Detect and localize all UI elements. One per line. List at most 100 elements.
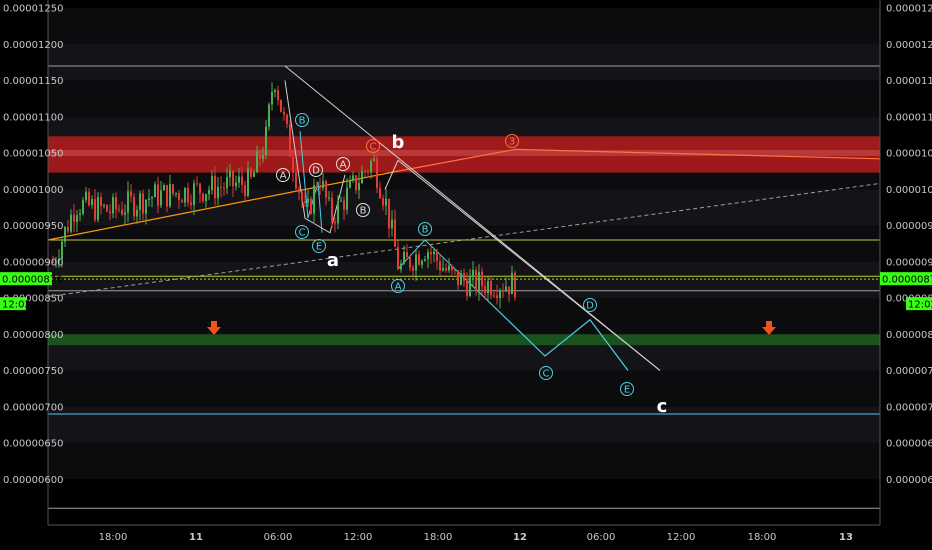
y-tick-right: 0.00000750	[886, 366, 932, 377]
candle-body	[142, 193, 144, 214]
candle-body	[481, 271, 483, 286]
candle-body	[319, 187, 321, 189]
candle-body	[364, 171, 366, 173]
wave-label-b: b	[392, 132, 405, 153]
y-tick-left: 0.00000950	[3, 221, 63, 232]
x-tick: 06:00	[587, 532, 616, 543]
countdown-text-left: 12:02	[2, 300, 31, 311]
candle-body	[64, 226, 66, 242]
candle-body	[52, 261, 54, 263]
candle-body	[175, 193, 177, 195]
wave-label-a2-white: A	[340, 160, 347, 171]
x-tick: 13	[839, 532, 853, 543]
y-tick-left: 0.00001100	[3, 112, 63, 123]
candle-body	[157, 184, 159, 206]
candle-body	[94, 199, 96, 220]
y-tick-right: 0.00000900	[886, 257, 932, 268]
candle-body	[181, 200, 183, 203]
candle-body	[100, 197, 102, 206]
y-tick-right: 0.00000800	[886, 330, 932, 341]
arrow-markers	[207, 321, 776, 335]
candle-body	[382, 198, 384, 206]
candle-body	[274, 90, 276, 92]
candle-body	[334, 221, 336, 224]
countdown-tag-left	[0, 297, 26, 311]
candle-body	[511, 272, 513, 295]
y-tick-left: 0.00000700	[3, 402, 63, 413]
candle-body	[313, 184, 315, 214]
candle-body	[289, 123, 291, 157]
candle-body	[169, 184, 171, 207]
candle-body	[298, 188, 300, 193]
candle-body	[211, 175, 213, 190]
candle-body	[190, 202, 192, 205]
candle-body	[376, 158, 378, 189]
candle-body	[397, 246, 399, 270]
candle-body	[469, 277, 471, 297]
down-arrow-icon	[207, 321, 221, 335]
candle-body	[430, 252, 432, 255]
y-axis-right[interactable]: 0.00001250 0.00001200 0.00001150 0.00001100…	[879, 0, 932, 525]
candle-body	[61, 241, 63, 259]
candle-body	[139, 193, 141, 210]
candle-body	[145, 200, 147, 214]
x-axis[interactable]: 18:00 11 06:00 12:00 18:00 12 06:00 12:00 18:00 1…	[48, 524, 880, 543]
candle-body	[76, 214, 78, 222]
candle-body	[304, 201, 306, 203]
candle-body	[256, 151, 258, 173]
candle-body	[328, 197, 330, 199]
candle-body	[238, 176, 240, 183]
candle-body	[322, 180, 324, 189]
candle-body	[352, 175, 354, 181]
wave-label-b2-cyan-circle	[418, 222, 432, 236]
candle-body	[454, 269, 456, 271]
resistance-zone	[48, 136, 880, 173]
y-axis-left[interactable]: 0.00001250 0.00001200 0.00001150 0.00001100…	[0, 0, 63, 525]
candle-body	[241, 176, 243, 185]
candle-body	[196, 183, 198, 185]
x-tick: 12	[513, 532, 527, 543]
candle-body	[67, 226, 69, 232]
wave-label-d-cyan: D	[586, 301, 594, 312]
candle-body	[361, 171, 363, 184]
candle-body	[340, 200, 342, 202]
orange-projection	[397, 148, 881, 172]
wave-label-c2-cyan: C	[543, 369, 550, 380]
wave-label-b2-cyan: B	[422, 225, 429, 236]
candle-body	[421, 260, 423, 265]
candle-body	[490, 280, 492, 296]
wave-label-a: a	[327, 250, 339, 271]
candle-body	[103, 205, 105, 207]
candle-body	[370, 160, 372, 173]
candle-body	[160, 190, 162, 206]
candle-body	[265, 126, 267, 155]
wave-label-c: c	[657, 396, 668, 417]
resistance-inner-band	[48, 150, 880, 156]
candle-body	[109, 211, 111, 214]
candle-body	[85, 191, 87, 201]
candle-body	[445, 268, 447, 271]
y-tick-left: 0.00001250	[3, 4, 63, 15]
candle-body	[163, 185, 165, 191]
down-arrow-icon	[762, 321, 776, 335]
price-tag-text-left: 0.00000876	[2, 275, 62, 286]
candle-body	[451, 265, 453, 270]
candle-body	[499, 290, 501, 298]
x-tick: 18:00	[99, 532, 128, 543]
candle-body	[514, 272, 516, 298]
wave-label-d-cyan-circle	[583, 298, 597, 312]
y-tick-left: 0.00000650	[3, 439, 63, 450]
wave-label-c-cyan: C	[299, 228, 306, 239]
price-zones	[48, 136, 880, 346]
candle-body	[214, 175, 216, 199]
wave-label-b2-white-circle	[356, 203, 370, 217]
countdown-tag-right	[906, 297, 932, 311]
y-tick-left: 0.00001000	[3, 185, 63, 196]
candle-body	[496, 295, 498, 298]
candle-body	[232, 170, 234, 187]
price-band	[48, 225, 880, 262]
candle-body	[283, 111, 285, 115]
candle-body	[106, 205, 108, 212]
candle-body	[184, 187, 186, 203]
